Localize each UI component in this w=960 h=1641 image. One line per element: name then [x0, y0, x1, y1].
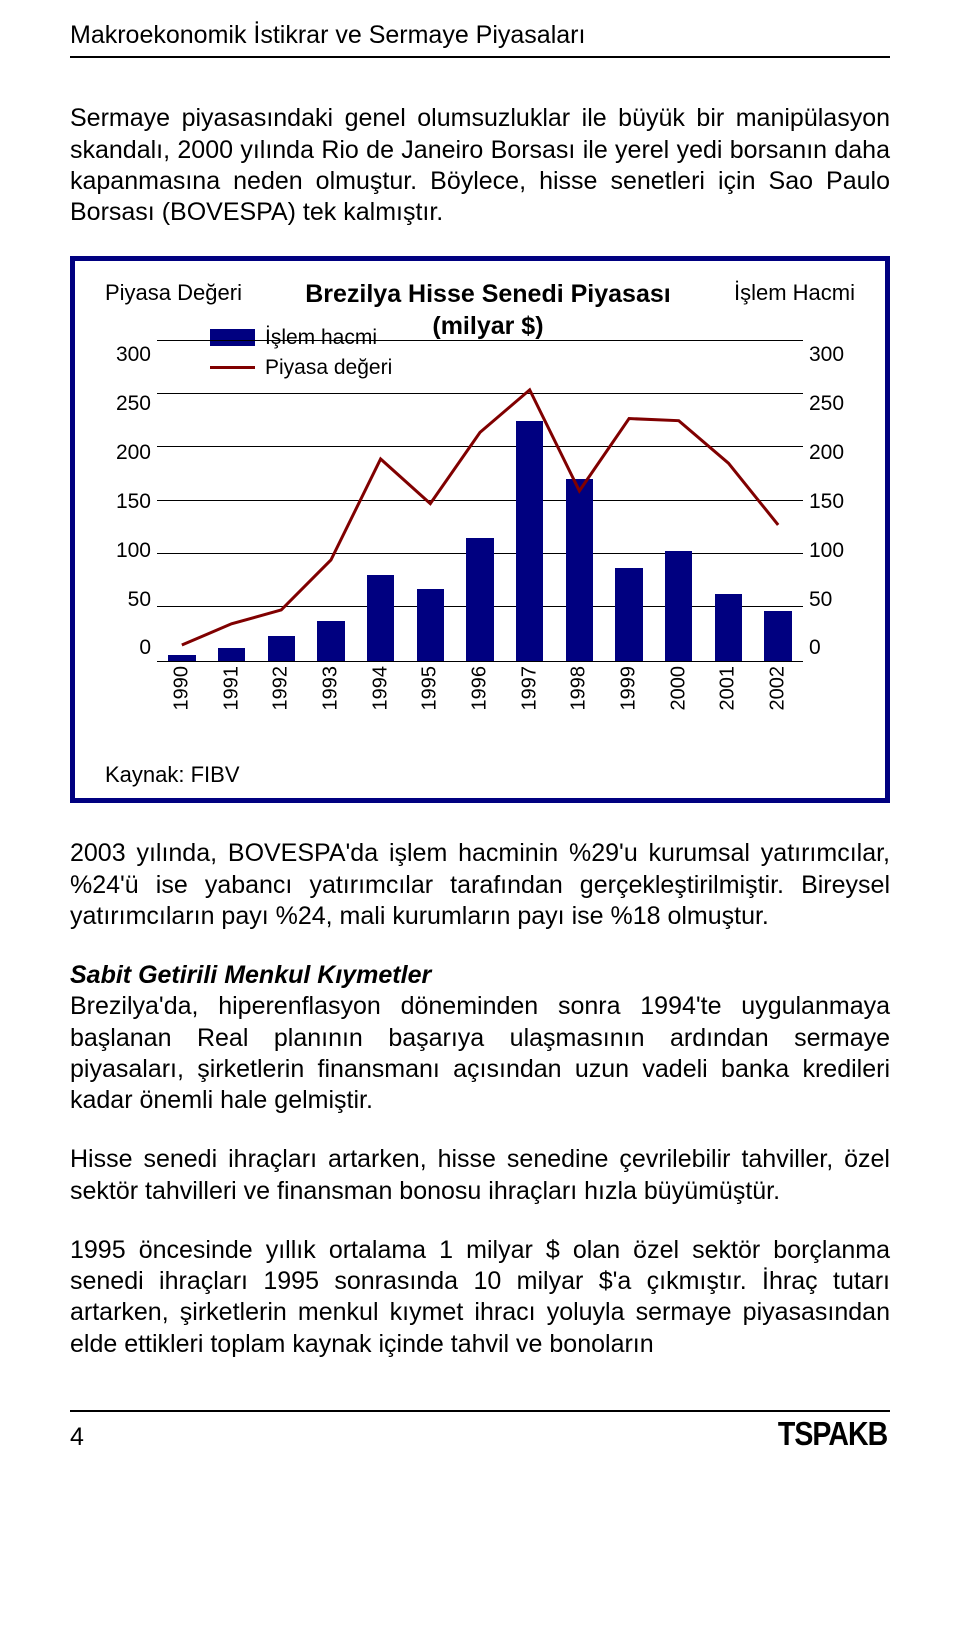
paragraph-4: Hisse senedi ihraçları artarken, hisse s… [70, 1144, 890, 1207]
gridline [157, 340, 803, 341]
x-axis-label: 1992 [269, 690, 294, 710]
x-axis-label: 1993 [318, 690, 343, 710]
page-footer: 4 TSPAKB [70, 1410, 890, 1454]
x-axis-label: 1994 [368, 690, 393, 710]
y-axis-left: 300 250 200 150 100 50 0 [105, 342, 157, 662]
chart-right-axis-label: İşlem Hacmi [734, 279, 855, 307]
line-series [182, 390, 778, 645]
x-axis-label: 1996 [467, 690, 492, 710]
footer-logo: TSPAKB [778, 1414, 887, 1455]
chart-source: Kaynak: FIBV [105, 761, 855, 789]
chart-plot-row: 300 250 200 150 100 50 0 300 250 200 150… [105, 342, 855, 662]
paragraph-2: 2003 yılında, BOVESPA'da işlem hacminin … [70, 838, 890, 932]
plot-area [157, 342, 803, 662]
x-axis-label: 2002 [766, 690, 791, 710]
x-axis-label: 1995 [418, 690, 443, 710]
paragraph-3-body: Brezilya'da, hiperenflasyon döneminden s… [70, 992, 890, 1114]
x-axis-label: 1990 [169, 690, 194, 710]
page-number: 4 [70, 1422, 84, 1453]
x-axis-label: 1997 [517, 690, 542, 710]
x-axis-label: 1998 [567, 690, 592, 710]
subheading: Sabit Getirili Menkul Kıymetler [70, 961, 431, 989]
x-axis: 1990 1991 1992 1993 1994 1995 1996 1997 1998 1999… [105, 666, 855, 723]
x-axis-label: 2000 [666, 690, 691, 710]
paragraph-1: Sermaye piyasasındaki genel olumsuzlukla… [70, 103, 890, 228]
page-header: Makroekonomik İstikrar ve Sermaye Piyasa… [70, 20, 890, 58]
y-axis-right: 300 250 200 150 100 50 0 [803, 342, 855, 662]
paragraph-3: Sabit Getirili Menkul Kıymetler Brezilya… [70, 960, 890, 1116]
chart-left-axis-label: Piyasa Değeri [105, 279, 242, 307]
x-axis-label: 1999 [617, 690, 642, 710]
x-axis-labels: 1990 1991 1992 1993 1994 1995 1996 1997 1998 1999… [157, 666, 803, 723]
header-text: Makroekonomik İstikrar ve Sermaye Piyasa… [70, 21, 585, 49]
paragraph-5: 1995 öncesinde yıllık ortalama 1 milyar … [70, 1235, 890, 1360]
x-axis-label: 1991 [219, 690, 244, 710]
x-axis-label: 2001 [716, 690, 741, 710]
chart-container: Piyasa Değeri Brezilya Hisse Senedi Piya… [70, 256, 890, 803]
line-layer [157, 342, 803, 661]
